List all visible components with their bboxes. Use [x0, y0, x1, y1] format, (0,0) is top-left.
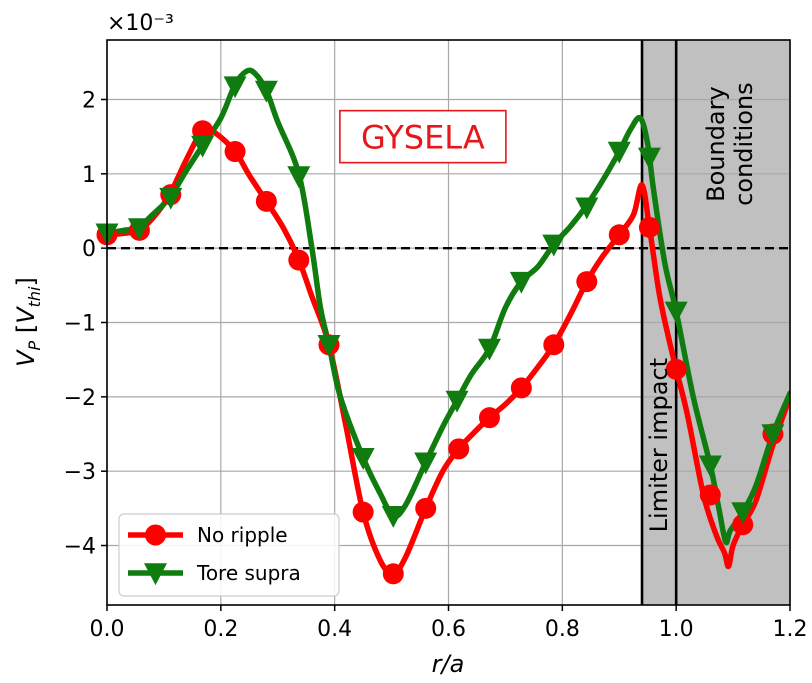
marker-tore-supra: [698, 455, 722, 478]
y-tick-label: 0: [82, 237, 96, 262]
markers-layer: [95, 76, 785, 585]
x-tick-label: 1.0: [659, 617, 694, 642]
marker-tore-supra: [445, 390, 469, 413]
gysela-box: [339, 109, 507, 164]
marker-tore-supra: [575, 197, 599, 220]
gysela-label: GYSELA: [361, 119, 485, 157]
marker-tore-supra: [509, 271, 533, 294]
marker-no-ripple: [288, 249, 310, 271]
boundary-conditions-label: Boundaryconditions: [702, 82, 758, 205]
marker-no-ripple: [478, 407, 500, 429]
marker-tore-supra: [223, 76, 247, 99]
x-axis-label: r/a: [432, 650, 465, 678]
legend-label-no-ripple: No ripple: [197, 523, 288, 547]
legend-label-tore-supra: Tore supra: [196, 561, 301, 585]
x-tick-label: 1.2: [773, 617, 808, 642]
marker-no-ripple: [255, 190, 277, 212]
marker-no-ripple: [543, 334, 565, 356]
marker-no-ripple: [224, 141, 246, 163]
y-axis-label: VP [Vthi]: [12, 277, 44, 367]
marker-tore-supra: [127, 218, 151, 241]
marker-tore-supra: [159, 187, 183, 210]
marker-tore-supra: [607, 141, 631, 164]
marker-no-ripple: [448, 438, 470, 460]
x-tick-label: 0.2: [203, 617, 238, 642]
x-tick-label: 0.4: [317, 617, 352, 642]
marker-no-ripple: [352, 501, 374, 523]
marker-no-ripple: [665, 358, 687, 380]
marker-no-ripple: [415, 497, 437, 519]
marker-no-ripple: [510, 377, 532, 399]
marker-tore-supra: [477, 338, 501, 361]
marker-no-ripple: [382, 563, 404, 585]
marker-tore-supra: [542, 234, 566, 257]
marker-no-ripple: [608, 224, 630, 246]
y-tick-label: −1: [64, 312, 96, 337]
marker-no-ripple: [732, 514, 754, 536]
legend-marker-tore-supra: [144, 563, 167, 586]
marker-tore-supra: [414, 452, 438, 475]
region-labels-layer: Limiter impact Boundaryconditions: [645, 82, 758, 532]
y-tick-label: −3: [64, 460, 96, 485]
marker-no-ripple: [638, 216, 660, 238]
x-tick-label: 0.6: [431, 617, 466, 642]
marker-tore-supra: [287, 166, 311, 189]
legend-marker-no-ripple: [145, 524, 166, 546]
marker-no-ripple: [699, 484, 721, 506]
y-tick-label: 2: [82, 88, 96, 113]
marker-tore-supra: [254, 80, 278, 103]
marker-no-ripple: [576, 271, 598, 293]
marker-tore-supra: [317, 335, 341, 357]
x-tick-label: 0.8: [545, 617, 580, 642]
y-tick-label: −4: [64, 535, 96, 560]
annotation-layer: GYSELA: [339, 109, 507, 164]
y-tick-label: 1: [82, 163, 96, 188]
marker-tore-supra: [731, 502, 755, 525]
ticks-layer: 0.0 0.2 0.4 0.6 0.8 1.0 1.2 2 1 0 −1 −2 −3 −4: [64, 88, 808, 642]
marker-tore-supra: [381, 506, 405, 528]
marker-tore-supra: [637, 147, 661, 170]
marker-tore-supra: [761, 424, 785, 447]
x-tick-label: 0.0: [90, 617, 125, 642]
marker-tore-supra: [664, 301, 688, 324]
y-multiplier: ×10⁻³: [107, 11, 174, 36]
limiter-impact-label: Limiter impact: [645, 358, 673, 532]
marker-tore-supra: [351, 448, 375, 470]
legend: No ripple Tore supra: [118, 513, 340, 597]
marker-tore-supra: [191, 135, 215, 158]
y-tick-label: −2: [64, 386, 96, 411]
